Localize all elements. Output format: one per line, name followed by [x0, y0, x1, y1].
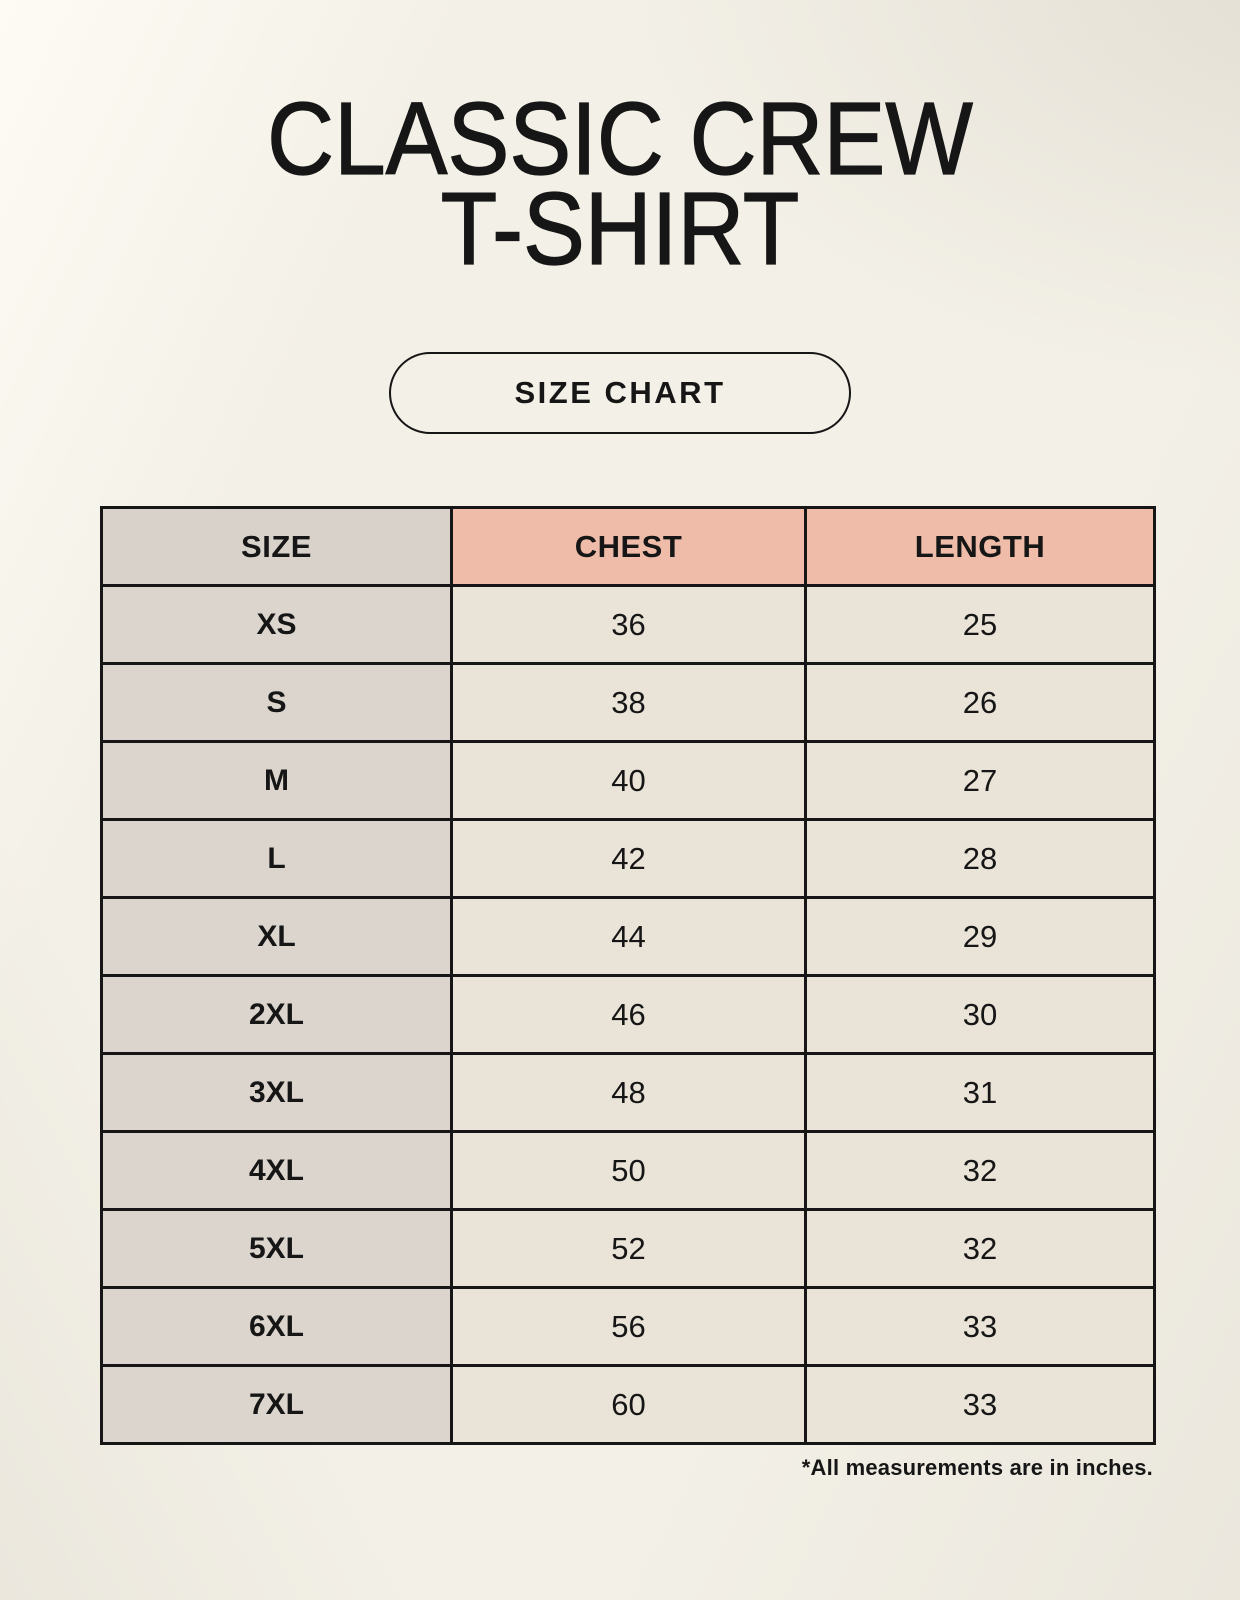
- size-cell: 7XL: [100, 1364, 453, 1446]
- table-row: 5XL 52 32: [100, 1208, 1156, 1290]
- table-row: 2XL 46 30: [100, 974, 1156, 1056]
- size-chart-button[interactable]: SIZE CHART: [389, 352, 851, 435]
- length-cell: 33: [804, 1364, 1156, 1446]
- table-body: XS 36 25 S 38 26 M 40 27 L 42 28 XL 44 2…: [100, 584, 1156, 1446]
- chest-cell: 56: [450, 1286, 807, 1368]
- table-row: 7XL 60 33: [100, 1364, 1156, 1446]
- size-cell: 6XL: [100, 1286, 453, 1368]
- table-row: L 42 28: [100, 818, 1156, 900]
- length-cell: 28: [804, 818, 1156, 900]
- measurements-note: *All measurements are in inches.: [801, 1455, 1153, 1481]
- chest-cell: 46: [450, 974, 807, 1056]
- length-cell: 32: [804, 1208, 1156, 1290]
- size-chart-table: SIZE CHEST LENGTH XS 36 25 S 38 26 M 40 …: [100, 506, 1156, 1446]
- page-title-line2: T-SHIRT: [440, 171, 800, 287]
- table-header: SIZE CHEST LENGTH: [100, 506, 1156, 588]
- column-header-length: LENGTH: [804, 506, 1156, 588]
- table-header-row: SIZE CHEST LENGTH: [100, 506, 1156, 588]
- length-cell: 27: [804, 740, 1156, 822]
- size-cell: 3XL: [100, 1052, 453, 1134]
- length-cell: 30: [804, 974, 1156, 1056]
- table-row: 4XL 50 32: [100, 1130, 1156, 1212]
- table-row: 3XL 48 31: [100, 1052, 1156, 1134]
- chest-cell: 48: [450, 1052, 807, 1134]
- size-cell: 2XL: [100, 974, 453, 1056]
- chest-cell: 52: [450, 1208, 807, 1290]
- length-cell: 26: [804, 662, 1156, 744]
- size-cell: S: [100, 662, 453, 744]
- length-cell: 31: [804, 1052, 1156, 1134]
- size-cell: L: [100, 818, 453, 900]
- size-cell: XS: [100, 584, 453, 666]
- chest-cell: 38: [450, 662, 807, 744]
- chest-cell: 44: [450, 896, 807, 978]
- table-row: S 38 26: [100, 662, 1156, 744]
- table-row: M 40 27: [100, 740, 1156, 822]
- table-row: XL 44 29: [100, 896, 1156, 978]
- chest-cell: 36: [450, 584, 807, 666]
- size-cell: 5XL: [100, 1208, 453, 1290]
- table-row: 6XL 56 33: [100, 1286, 1156, 1368]
- length-cell: 33: [804, 1286, 1156, 1368]
- column-header-size: SIZE: [100, 506, 453, 588]
- chest-cell: 50: [450, 1130, 807, 1212]
- page-title: CLASSIC CREW T-SHIRT: [62, 0, 1178, 280]
- size-cell: XL: [100, 896, 453, 978]
- chest-cell: 60: [450, 1364, 807, 1446]
- table-row: XS 36 25: [100, 584, 1156, 666]
- length-cell: 29: [804, 896, 1156, 978]
- size-cell: M: [100, 740, 453, 822]
- chest-cell: 40: [450, 740, 807, 822]
- page-title-line1: CLASSIC CREW: [267, 81, 974, 196]
- size-cell: 4XL: [100, 1130, 453, 1212]
- length-cell: 32: [804, 1130, 1156, 1212]
- column-header-chest: CHEST: [450, 506, 807, 588]
- chest-cell: 42: [450, 818, 807, 900]
- length-cell: 25: [804, 584, 1156, 666]
- size-chart-button-label: SIZE CHART: [514, 375, 726, 411]
